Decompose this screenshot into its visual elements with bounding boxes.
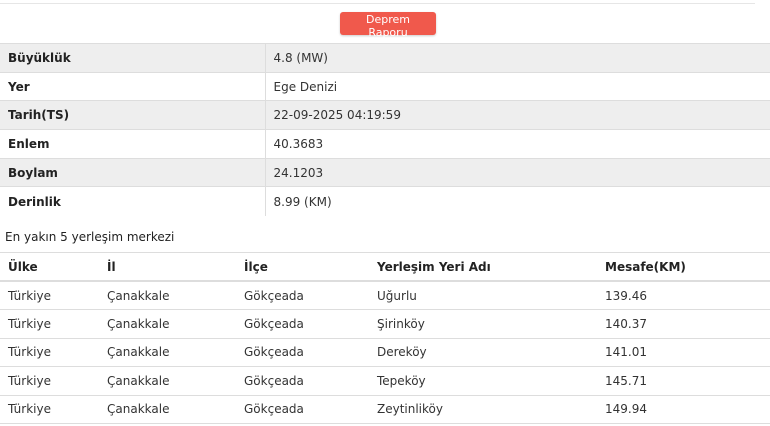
table-cell: Uğurlu: [369, 281, 597, 310]
column-header: İl: [99, 252, 236, 282]
table-cell: Gökçeada: [236, 366, 369, 396]
table-cell: Türkiye: [0, 338, 99, 367]
info-row: Büyüklük 4.8 (MW): [0, 43, 770, 73]
table-cell: Gökçeada: [236, 338, 369, 367]
table-cell: Türkiye: [0, 309, 99, 339]
table-cell: 139.46: [597, 281, 770, 310]
info-label: Yer: [0, 71, 266, 101]
table-cell: Şirinköy: [369, 309, 597, 339]
info-value: 40.3683: [265, 129, 770, 159]
table-cell: Çanakkale: [99, 281, 236, 310]
earthquake-info-table: Büyüklük 4.8 (MW) Yer Ege Denizi Tarih(TS) 22…: [0, 43, 770, 216]
table-cell: Dereköy: [369, 338, 597, 367]
column-header: Ülke: [0, 252, 99, 282]
info-row: Enlem 40.3683: [0, 129, 770, 159]
info-label: Enlem: [0, 129, 266, 159]
table-header-row: Ülke İl İlçe Yerleşim Yeri Adı Mesafe(KM): [0, 252, 770, 282]
info-row: Yer Ege Denizi: [0, 71, 770, 101]
table-cell: Tepeköy: [369, 366, 597, 396]
info-label: Tarih(TS): [0, 100, 266, 130]
table-row: Türkiye Çanakkale Gökçeada Uğurlu 139.46: [0, 281, 770, 310]
table-cell: Gökçeada: [236, 309, 369, 339]
table-cell: Çanakkale: [99, 309, 236, 339]
table-cell: Türkiye: [0, 395, 99, 424]
info-value: 24.1203: [265, 157, 770, 187]
info-value: Ege Denizi: [265, 71, 770, 101]
info-value: 4.8 (MW): [265, 43, 770, 73]
table-cell: 145.71: [597, 366, 770, 396]
info-row: Derinlik 8.99 (KM): [0, 186, 770, 216]
table-cell: Çanakkale: [99, 395, 236, 424]
table-row: Türkiye Çanakkale Gökçeada Zeytinliköy 149.9…: [0, 395, 770, 424]
table-cell: Türkiye: [0, 366, 99, 396]
info-row: Tarih(TS) 22-09-2025 04:19:59: [0, 100, 770, 130]
info-label: Büyüklük: [0, 43, 266, 73]
nearest-settlements-title: En yakın 5 yerleşim merkezi: [5, 230, 175, 244]
table-cell: Çanakkale: [99, 366, 236, 396]
info-row: Boylam 24.1203: [0, 157, 770, 187]
info-value: 22-09-2025 04:19:59: [265, 100, 770, 130]
table-cell: 141.01: [597, 338, 770, 367]
column-header: Yerleşim Yeri Adı: [369, 252, 597, 282]
nearest-settlements-table: Ülke İl İlçe Yerleşim Yeri Adı Mesafe(KM) Tü…: [0, 252, 770, 424]
info-label: Derinlik: [0, 186, 266, 216]
table-cell: Gökçeada: [236, 395, 369, 424]
column-header: İlçe: [236, 252, 369, 282]
table-row: Türkiye Çanakkale Gökçeada Tepeköy 145.71: [0, 366, 770, 396]
earthquake-report-button[interactable]: Deprem Raporu: [340, 12, 436, 39]
table-cell: Çanakkale: [99, 338, 236, 367]
info-value: 8.99 (KM): [265, 186, 770, 216]
table-cell: 149.94: [597, 395, 770, 424]
table-row: Türkiye Çanakkale Gökçeada Şirinköy 140.37: [0, 309, 770, 339]
table-row: Türkiye Çanakkale Gökçeada Dereköy 141.01: [0, 338, 770, 367]
table-cell: 140.37: [597, 309, 770, 339]
table-cell: Türkiye: [0, 281, 99, 310]
table-cell: Gökçeada: [236, 281, 369, 310]
divider: [0, 3, 755, 4]
column-header: Mesafe(KM): [597, 252, 770, 282]
table-cell: Zeytinliköy: [369, 395, 597, 424]
info-label: Boylam: [0, 157, 266, 187]
